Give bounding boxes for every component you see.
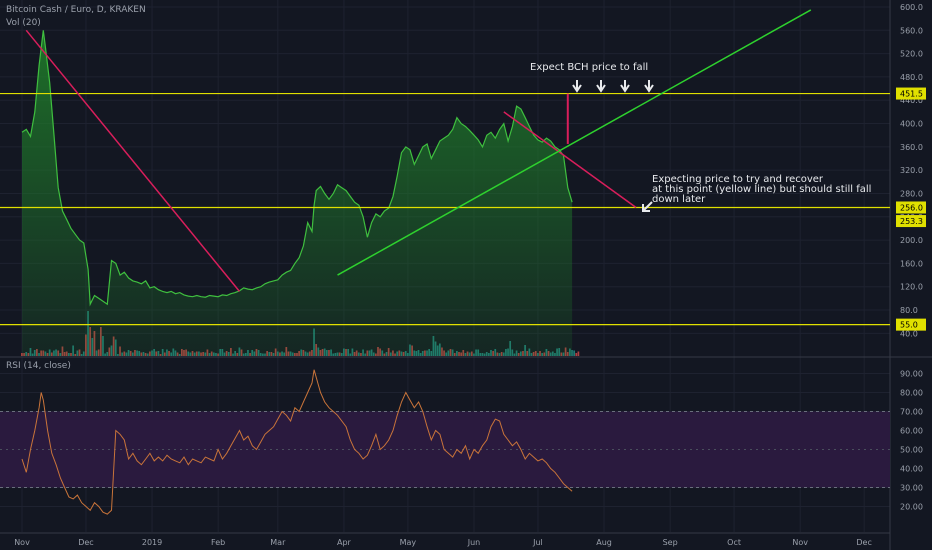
rsi-line: [21, 369, 573, 515]
down-arrow-icon: [620, 80, 630, 93]
rsi-tick-label: 20.00: [900, 503, 923, 512]
volume-label: Vol (20): [6, 18, 41, 28]
recover-note-line: at this point (yellow line) but should s…: [652, 184, 871, 195]
time-tick-label: Jun: [467, 538, 481, 547]
price-tick-label: 360.0: [900, 143, 923, 152]
badge-text: 256.0: [900, 203, 923, 212]
time-tick-label: Mar: [270, 538, 286, 547]
down-arrow-head: [620, 84, 630, 93]
price-tick-label: 200.0: [900, 236, 923, 245]
price-level-badge: 55.0: [896, 318, 926, 331]
time-tick-label: Apr: [337, 538, 352, 547]
price-tick-label: 40.0: [900, 329, 918, 338]
time-tick-label: May: [400, 538, 417, 547]
chart-title: Bitcoin Cash / Euro, D, KRAKEN: [6, 5, 146, 15]
price-tick-label: 280.0: [900, 189, 923, 198]
rsi-tick-label: 70.00: [900, 408, 923, 417]
rsi-tick-label: 50.00: [900, 446, 923, 455]
rsi-tick-label: 90.00: [900, 370, 923, 379]
rsi-tick-label: 40.00: [900, 465, 923, 474]
price-level-badge: 256.0: [896, 201, 926, 214]
badge-background: [896, 215, 926, 228]
uptrend-line: [337, 9, 812, 276]
rsi-tick-label: 30.00: [900, 484, 923, 493]
time-tick-label: Oct: [727, 538, 741, 547]
volume-bar: [575, 353, 578, 356]
horizontal-levels: [0, 92, 890, 326]
badge-background: [896, 318, 926, 331]
down-arrow-head: [596, 84, 606, 93]
price-level-badge: 451.5: [896, 87, 926, 100]
downtrend-line-2: [503, 111, 637, 209]
price-tick-label: 480.0: [900, 73, 923, 82]
price-tick-label: 160.0: [900, 259, 923, 268]
diagonal-arrow-icon: [642, 201, 653, 212]
price-tick-label: 320.0: [900, 166, 923, 175]
price-tick-label: 80.0: [900, 306, 918, 315]
diagonal-arrow-shaft: [643, 201, 653, 211]
time-tick-label: Sep: [663, 538, 678, 547]
badge-background: [896, 87, 926, 100]
volume-bar: [573, 350, 575, 356]
badge-text: 55.0: [900, 321, 918, 330]
badge-text: 253.3: [900, 217, 923, 226]
time-tick-label: Feb: [211, 538, 225, 547]
time-tick-label: Dec: [856, 538, 871, 547]
time-tick-label: Aug: [596, 538, 612, 547]
rsi-tick-label: 60.00: [900, 427, 923, 436]
annotations: Expect BCH price to fall Expecting price …: [530, 62, 871, 212]
axes: 40.080.0120.0160.0200.0240.0280.0320.036…: [14, 3, 926, 547]
down-arrow-icon: [572, 80, 582, 93]
rsi-band: [0, 411, 890, 488]
price-tick-label: 600.0: [900, 3, 923, 12]
recover-note-line: Expecting price to try and recover: [652, 174, 824, 185]
time-tick-label: Jul: [532, 538, 543, 547]
badge-background: [896, 201, 926, 214]
badge-text: 451.5: [900, 90, 923, 99]
price-tick-label: 520.0: [900, 50, 923, 59]
time-tick-label: Dec: [78, 538, 93, 547]
time-tick-label: Nov: [14, 538, 30, 547]
diagonal-arrow-head: [642, 204, 650, 212]
rsi-series: [21, 369, 573, 515]
down-arrow-icon: [644, 80, 654, 93]
trendlines: [25, 9, 812, 292]
recover-note-line: down later: [652, 194, 706, 205]
price-line: [21, 30, 573, 307]
price-tick-label: 560.0: [900, 26, 923, 35]
fall-note: Expect BCH price to fall: [530, 62, 648, 73]
volume-bar: [21, 353, 23, 356]
downtrend-line: [25, 29, 241, 292]
price-area-fill: [22, 30, 573, 357]
price-tick-label: 440.0: [900, 96, 923, 105]
down-arrow-head: [572, 84, 582, 93]
price-series: [21, 30, 573, 357]
time-tick-label: Nov: [792, 538, 808, 547]
price-tick-label: 120.0: [900, 283, 923, 292]
down-arrow-head: [644, 84, 654, 93]
down-arrow-icon: [596, 80, 606, 93]
price-tick-label: 400.0: [900, 120, 923, 129]
rsi-label: RSI (14, close): [6, 361, 71, 371]
volume-bar: [577, 351, 580, 356]
price-level-badge: 253.3: [896, 215, 926, 228]
time-tick-label: 2019: [142, 538, 162, 547]
rsi-tick-label: 80.00: [900, 389, 923, 398]
